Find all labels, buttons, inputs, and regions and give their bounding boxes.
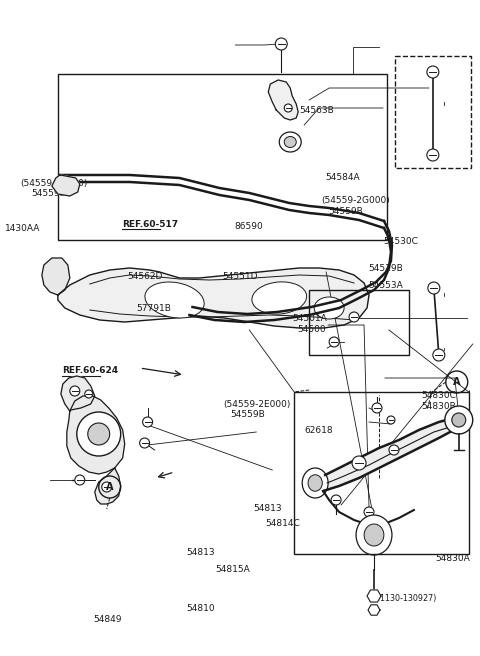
Ellipse shape bbox=[279, 132, 301, 152]
Bar bbox=[309, 290, 409, 355]
Text: 54559B: 54559B bbox=[230, 410, 264, 419]
Text: 54810: 54810 bbox=[187, 604, 216, 613]
Circle shape bbox=[349, 312, 359, 322]
Text: 54830C: 54830C bbox=[421, 391, 456, 400]
Circle shape bbox=[427, 149, 439, 161]
Polygon shape bbox=[58, 268, 369, 328]
Polygon shape bbox=[61, 376, 95, 411]
Circle shape bbox=[329, 337, 339, 347]
Text: 54562D: 54562D bbox=[127, 272, 162, 281]
Circle shape bbox=[143, 417, 153, 427]
Text: 54559B: 54559B bbox=[31, 189, 66, 198]
Text: 54814C: 54814C bbox=[266, 519, 300, 528]
Text: 1430AA: 1430AA bbox=[5, 224, 40, 233]
Circle shape bbox=[389, 445, 399, 455]
Text: (111130-130927): (111130-130927) bbox=[368, 594, 437, 603]
Polygon shape bbox=[52, 175, 80, 196]
Text: 62618: 62618 bbox=[304, 426, 333, 436]
Polygon shape bbox=[367, 590, 381, 602]
Polygon shape bbox=[268, 80, 298, 120]
Text: 54830B: 54830B bbox=[421, 402, 456, 411]
Text: 54551D: 54551D bbox=[223, 272, 258, 281]
Text: 54559B: 54559B bbox=[328, 207, 363, 216]
Polygon shape bbox=[368, 605, 380, 615]
Circle shape bbox=[445, 406, 473, 434]
Text: 54553A: 54553A bbox=[369, 281, 403, 290]
Polygon shape bbox=[323, 415, 461, 491]
Circle shape bbox=[372, 403, 382, 413]
Text: (54559-2E000): (54559-2E000) bbox=[20, 178, 87, 188]
Text: 54815A: 54815A bbox=[216, 565, 250, 574]
Polygon shape bbox=[95, 468, 120, 504]
Text: REF.60-517: REF.60-517 bbox=[122, 220, 178, 229]
Text: 54500: 54500 bbox=[297, 325, 325, 334]
Polygon shape bbox=[42, 258, 70, 295]
Text: REF.60-624: REF.60-624 bbox=[62, 366, 119, 375]
Circle shape bbox=[452, 413, 466, 427]
Text: 86590: 86590 bbox=[235, 222, 264, 231]
Bar bbox=[395, 56, 471, 168]
Ellipse shape bbox=[364, 524, 384, 546]
Text: 57791B: 57791B bbox=[136, 304, 171, 313]
Text: 54813: 54813 bbox=[187, 548, 216, 557]
Polygon shape bbox=[67, 396, 125, 474]
Bar bbox=[58, 74, 387, 240]
Circle shape bbox=[433, 349, 445, 361]
Text: A: A bbox=[106, 482, 113, 492]
Text: 54563B: 54563B bbox=[299, 106, 334, 115]
Text: 54813: 54813 bbox=[254, 504, 282, 513]
Text: 54830A: 54830A bbox=[436, 554, 470, 564]
Text: 54849: 54849 bbox=[94, 615, 122, 624]
Circle shape bbox=[352, 456, 366, 470]
Text: (54559-2G000): (54559-2G000) bbox=[322, 196, 390, 205]
Circle shape bbox=[75, 475, 85, 485]
Bar bbox=[294, 392, 469, 554]
Ellipse shape bbox=[145, 282, 204, 318]
Text: A: A bbox=[453, 377, 460, 387]
Circle shape bbox=[70, 386, 80, 396]
Ellipse shape bbox=[252, 282, 307, 314]
Ellipse shape bbox=[284, 136, 296, 148]
Circle shape bbox=[275, 38, 287, 50]
Text: 54501A: 54501A bbox=[292, 314, 327, 323]
Ellipse shape bbox=[356, 515, 392, 555]
Circle shape bbox=[77, 412, 120, 456]
Circle shape bbox=[331, 495, 341, 505]
Circle shape bbox=[140, 438, 150, 448]
Text: 54530C: 54530C bbox=[383, 237, 418, 246]
Circle shape bbox=[102, 482, 112, 492]
Text: 54584A: 54584A bbox=[325, 173, 360, 182]
Circle shape bbox=[284, 104, 292, 112]
Text: 54519B: 54519B bbox=[369, 264, 403, 274]
Text: (54559-2E000): (54559-2E000) bbox=[224, 400, 291, 409]
Circle shape bbox=[428, 282, 440, 294]
Circle shape bbox=[364, 507, 374, 517]
Ellipse shape bbox=[314, 297, 344, 319]
Ellipse shape bbox=[308, 475, 322, 491]
Circle shape bbox=[427, 66, 439, 78]
Circle shape bbox=[85, 390, 93, 398]
Ellipse shape bbox=[302, 468, 328, 498]
Circle shape bbox=[387, 416, 395, 424]
Circle shape bbox=[88, 423, 110, 445]
